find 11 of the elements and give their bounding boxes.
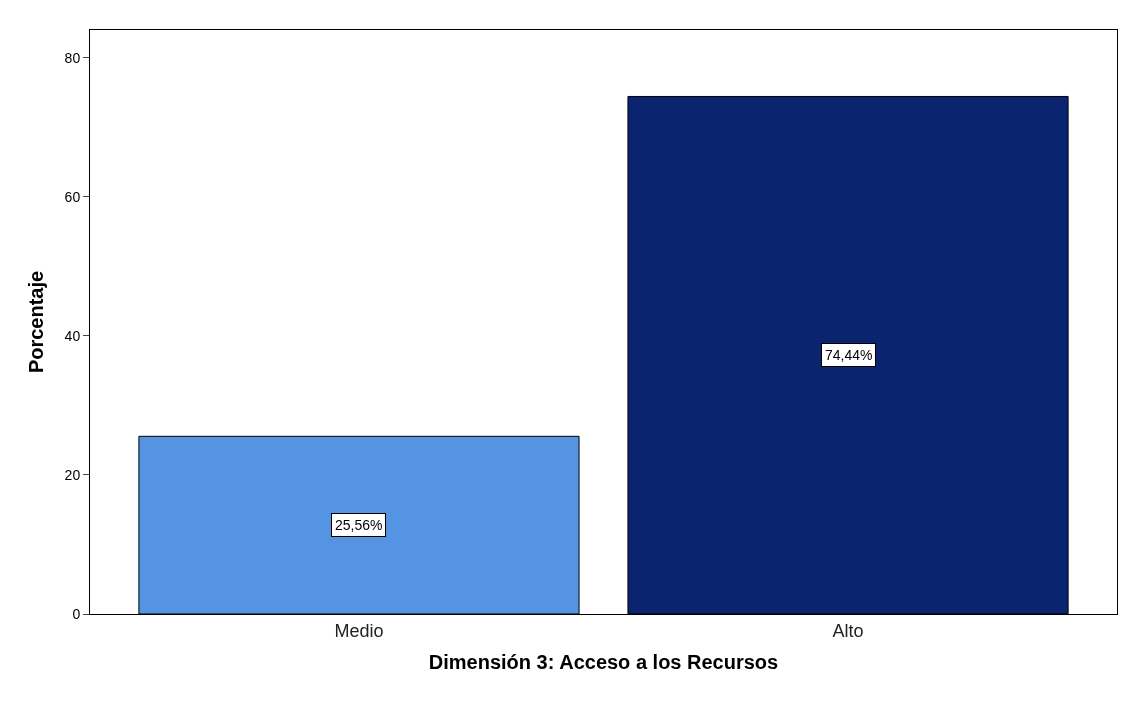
x-tick-label: Medio xyxy=(334,620,384,641)
x-tick-label: Alto xyxy=(832,620,864,641)
data-label: 25,56% xyxy=(335,517,383,533)
y-tick-label: 80 xyxy=(64,49,81,66)
y-tick-label: 60 xyxy=(64,188,81,205)
y-axis-title: Porcentaje xyxy=(25,270,48,374)
x-axis-title: Dimensión 3: Acceso a los Recursos xyxy=(428,651,779,674)
y-tick-label: 40 xyxy=(64,327,81,344)
y-tick-label: 0 xyxy=(72,605,81,622)
data-label: 74,44% xyxy=(825,347,873,363)
y-tick-label: 20 xyxy=(64,466,81,483)
